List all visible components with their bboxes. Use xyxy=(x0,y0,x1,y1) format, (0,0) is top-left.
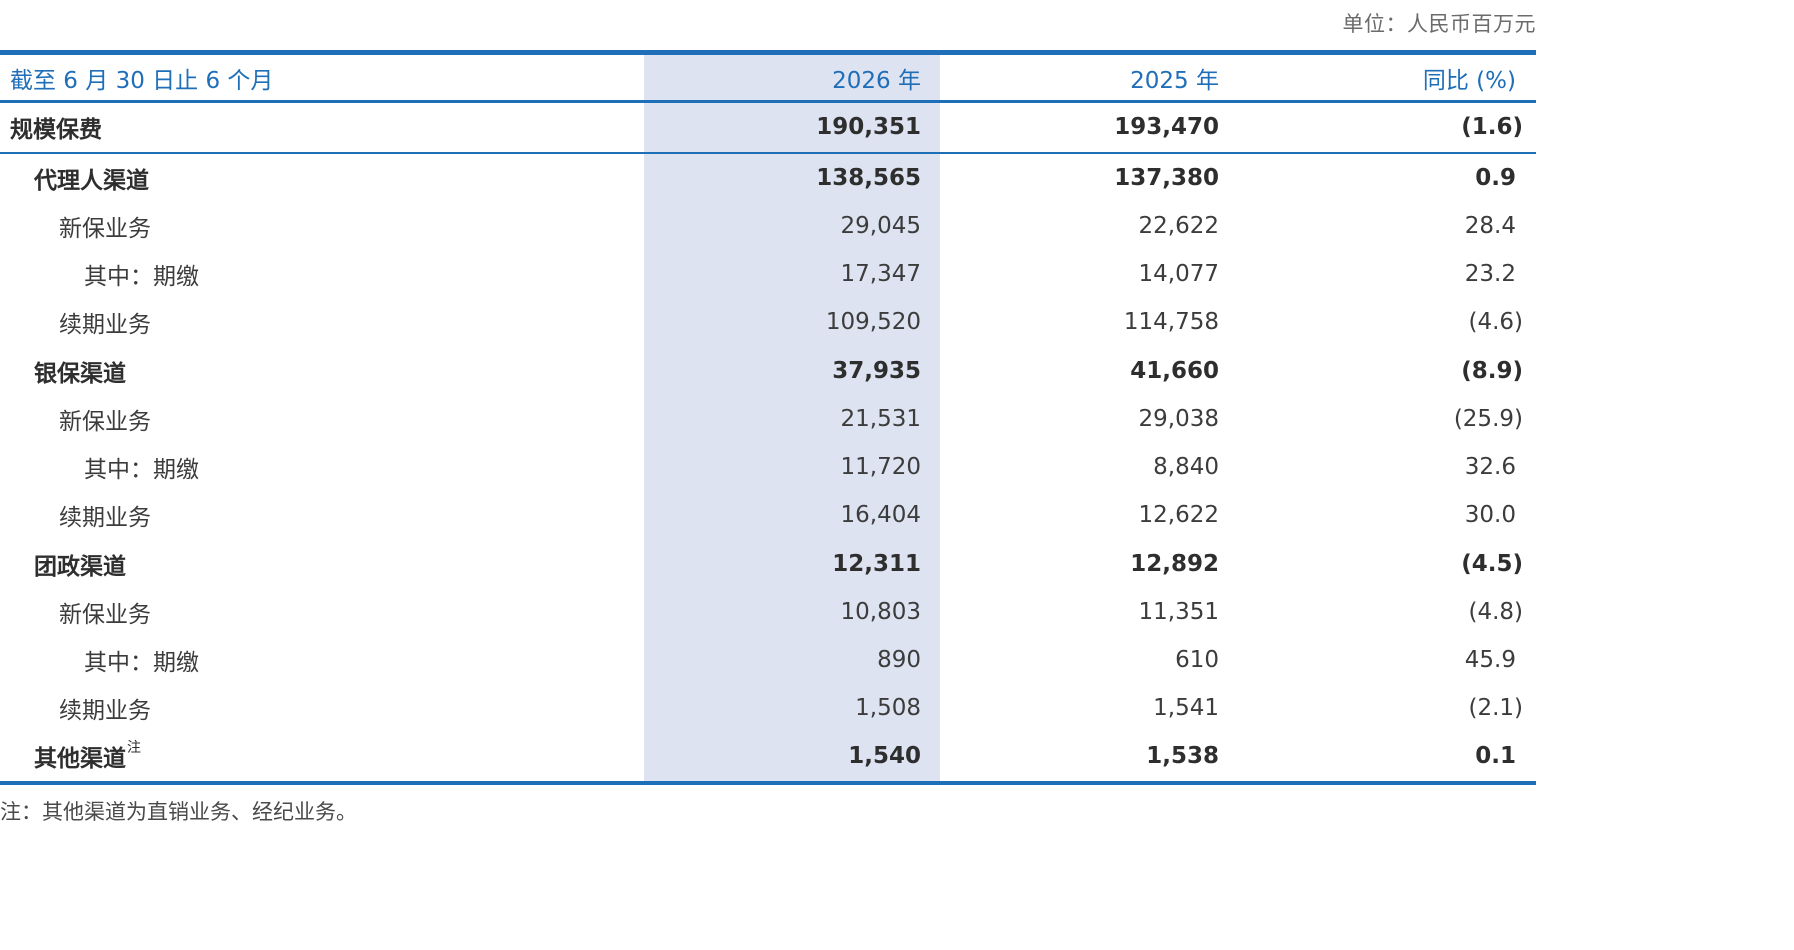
row-label: 新保业务 xyxy=(59,216,151,242)
table-row-channel: 银保渠道 37,935 41,660 (8.9) xyxy=(0,347,1536,395)
cell-yoy: (2.1) xyxy=(1468,695,1523,721)
row-label-cell: 其他渠道注 xyxy=(0,732,640,780)
row-label: 新保业务 xyxy=(59,409,151,435)
row-label: 代理人渠道 xyxy=(34,168,149,194)
row-label: 其中：期缴 xyxy=(84,264,199,290)
table-row: 其中：期缴 890 610 45.9 xyxy=(0,636,1536,684)
header-2026: 2026 年 xyxy=(832,67,921,94)
cell-2025: 610 xyxy=(1175,647,1219,673)
row-label: 银保渠道 xyxy=(34,361,126,387)
table-header: 截至 6 月 30 日止 6 个月 2026 年 2025 年 同比 (%) xyxy=(0,55,1536,100)
header-yoy: 同比 (%) xyxy=(1422,67,1516,94)
cell-2026: 190,351 xyxy=(816,114,921,140)
row-label: 续期业务 xyxy=(59,312,151,338)
cell-yoy: (4.6) xyxy=(1468,309,1523,335)
footnote-marker: 注 xyxy=(127,740,141,756)
cell-2025: 11,351 xyxy=(1138,599,1219,625)
cell-yoy: 28.4 xyxy=(1464,213,1516,239)
header-period: 截至 6 月 30 日止 6 个月 xyxy=(10,67,274,94)
row-label: 新保业务 xyxy=(59,602,151,628)
table-row: 续期业务 16,404 12,622 30.0 xyxy=(0,491,1536,539)
table-row-channel: 代理人渠道 138,565 137,380 0.9 xyxy=(0,154,1536,202)
footnote: 注：其他渠道为直销业务、经纪业务。 xyxy=(0,800,357,824)
cell-2026: 11,720 xyxy=(840,454,921,480)
table-row: 续期业务 109,520 114,758 (4.6) xyxy=(0,298,1536,346)
table-bottom-rule xyxy=(0,781,1536,785)
row-label: 续期业务 xyxy=(59,505,151,531)
row-label: 规模保费 xyxy=(10,117,102,143)
cell-2025: 12,622 xyxy=(1138,502,1219,528)
cell-2026: 17,347 xyxy=(840,261,921,287)
table-row: 其中：期缴 11,720 8,840 32.6 xyxy=(0,443,1536,491)
cell-yoy: (4.8) xyxy=(1468,599,1523,625)
row-label: 其他渠道 xyxy=(34,746,126,772)
cell-2026: 1,540 xyxy=(848,743,921,769)
cell-2025: 12,892 xyxy=(1130,551,1219,577)
cell-2025: 22,622 xyxy=(1138,213,1219,239)
cell-2026: 12,311 xyxy=(832,551,921,577)
cell-yoy: (25.9) xyxy=(1453,406,1523,432)
cell-yoy: (8.9) xyxy=(1461,358,1523,384)
cell-2025: 1,541 xyxy=(1153,695,1219,721)
cell-2026: 21,531 xyxy=(840,406,921,432)
cell-yoy: 32.6 xyxy=(1464,454,1516,480)
cell-yoy: 30.0 xyxy=(1464,502,1516,528)
cell-yoy: 23.2 xyxy=(1464,261,1516,287)
table-top-rule xyxy=(0,50,1536,55)
row-label: 其中：期缴 xyxy=(84,457,199,483)
cell-2026: 29,045 xyxy=(840,213,921,239)
cell-2026: 1,508 xyxy=(855,695,921,721)
cell-2026: 16,404 xyxy=(840,502,921,528)
premium-table: 截至 6 月 30 日止 6 个月 2026 年 2025 年 同比 (%) 规… xyxy=(0,50,1536,785)
cell-2025: 193,470 xyxy=(1114,114,1219,140)
cell-2025: 14,077 xyxy=(1138,261,1219,287)
cell-2026: 890 xyxy=(877,647,921,673)
cell-2025: 1,538 xyxy=(1146,743,1219,769)
cell-yoy: (1.6) xyxy=(1461,114,1523,140)
table-row-total: 规模保费 190,351 193,470 (1.6) xyxy=(0,103,1536,151)
cell-2026: 37,935 xyxy=(832,358,921,384)
cell-yoy: 0.1 xyxy=(1475,743,1516,769)
cell-yoy: 0.9 xyxy=(1475,165,1516,191)
cell-yoy: 45.9 xyxy=(1464,647,1516,673)
table-row-channel: 其他渠道注 1,540 1,538 0.1 xyxy=(0,732,1536,780)
header-2025: 2025 年 xyxy=(1130,67,1219,94)
table-row: 其中：期缴 17,347 14,077 23.2 xyxy=(0,250,1536,298)
cell-2025: 8,840 xyxy=(1153,454,1219,480)
cell-2025: 137,380 xyxy=(1114,165,1219,191)
table-row: 续期业务 1,508 1,541 (2.1) xyxy=(0,684,1536,732)
cell-2026: 138,565 xyxy=(816,165,921,191)
table-row: 新保业务 21,531 29,038 (25.9) xyxy=(0,395,1536,443)
table-row-channel: 团政渠道 12,311 12,892 (4.5) xyxy=(0,540,1536,588)
cell-yoy: (4.5) xyxy=(1461,551,1523,577)
row-label: 其中：期缴 xyxy=(84,650,199,676)
unit-label: 单位：人民币百万元 xyxy=(1342,12,1536,36)
total-row-rule xyxy=(0,152,1536,154)
row-label: 团政渠道 xyxy=(34,554,126,580)
cell-2025: 114,758 xyxy=(1123,309,1219,335)
cell-2026: 10,803 xyxy=(840,599,921,625)
row-label: 续期业务 xyxy=(59,698,151,724)
cell-2026: 109,520 xyxy=(825,309,921,335)
highlight-column-2026 xyxy=(644,50,940,781)
cell-2025: 29,038 xyxy=(1138,406,1219,432)
cell-2025: 41,660 xyxy=(1130,358,1219,384)
table-row: 新保业务 10,803 11,351 (4.8) xyxy=(0,588,1536,636)
table-row: 新保业务 29,045 22,622 28.4 xyxy=(0,202,1536,250)
header-bottom-rule xyxy=(0,100,1536,103)
